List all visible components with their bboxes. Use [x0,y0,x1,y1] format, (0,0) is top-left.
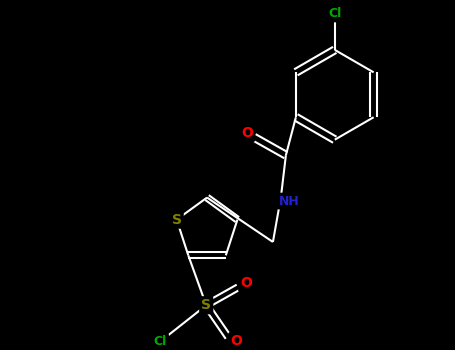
Text: S: S [201,298,211,312]
Text: NH: NH [278,195,299,208]
Text: O: O [240,276,252,290]
Text: O: O [230,334,242,348]
Text: O: O [241,126,253,140]
Text: Cl: Cl [328,7,341,20]
Text: S: S [172,213,182,227]
Text: Cl: Cl [154,335,167,348]
